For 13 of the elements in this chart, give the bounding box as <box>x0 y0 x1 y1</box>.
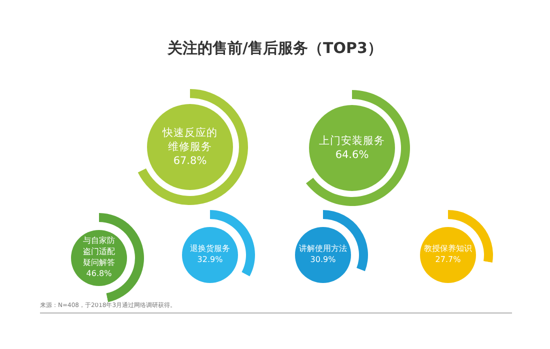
slice-label: 教授保养知识 <box>423 244 473 255</box>
slice-label: 退换货服务 <box>189 244 231 255</box>
slice-label: 讲解使用方法 <box>298 244 348 255</box>
slice-label: 与自家防盗门适配疑问解答 <box>82 236 116 269</box>
slice-label: 快速反应的维修服务 <box>161 126 218 154</box>
data-label: 67.8% <box>173 154 207 168</box>
slice-label: 上门安装服务 <box>318 134 386 148</box>
data-label: 64.6% <box>335 148 369 162</box>
data-label: 27.7% <box>435 255 461 266</box>
chart-title: 关注的售前/售后服务（TOP3） <box>166 39 382 57</box>
data-label: 46.8% <box>86 268 112 280</box>
data-label: 30.9% <box>310 255 336 266</box>
data-label: 32.9% <box>197 255 223 266</box>
